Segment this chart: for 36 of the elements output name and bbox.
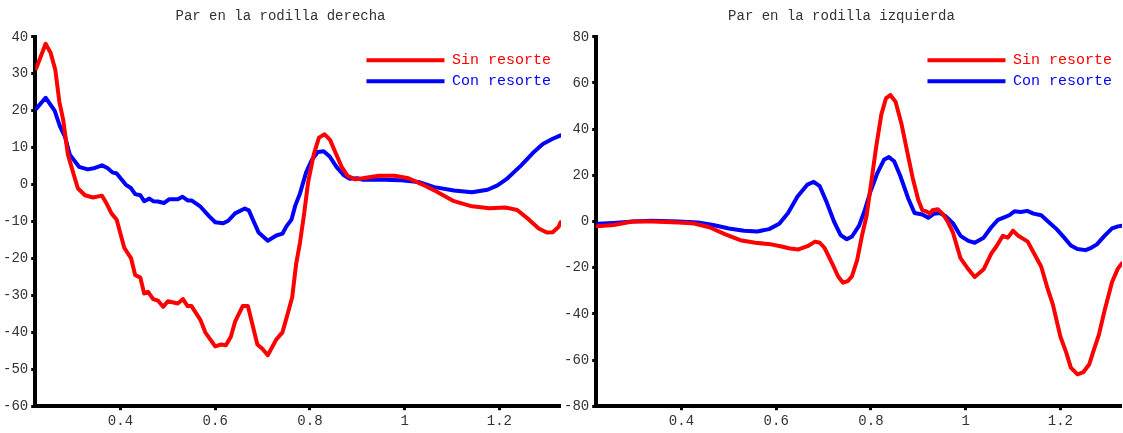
y-tick-label: -60 bbox=[563, 351, 590, 368]
text: Con resorte bbox=[1012, 73, 1113, 91]
y-tick-label: 0 bbox=[580, 213, 590, 230]
x-tick-label: 0.6 bbox=[763, 413, 789, 430]
y-tick-label: -60 bbox=[2, 397, 29, 414]
text: Con resorte bbox=[451, 73, 552, 91]
y-tick-label: 40 bbox=[572, 120, 590, 137]
x-tick-label: 0.8 bbox=[297, 413, 323, 430]
y-tick-label: 60 bbox=[572, 74, 590, 91]
y-tick-label: 20 bbox=[572, 167, 590, 184]
y-tick-label: -20 bbox=[563, 259, 590, 276]
text: Sin resorte bbox=[1012, 52, 1113, 70]
y-tick-label: 80 bbox=[572, 28, 590, 45]
x-tick-label: 0.4 bbox=[107, 413, 134, 430]
x-tick-label: 0.6 bbox=[202, 413, 228, 430]
chart-title: Par en la rodilla izquierda bbox=[728, 8, 955, 25]
y-tick-label: 20 bbox=[11, 102, 29, 119]
y-tick-label: -40 bbox=[2, 324, 29, 341]
x-tick-label: 1.2 bbox=[486, 413, 513, 430]
x-tick-label: 1.2 bbox=[1047, 413, 1074, 430]
x-tick-label: 1 bbox=[400, 413, 409, 430]
chart-title: Par en la rodilla derecha bbox=[175, 8, 386, 25]
y-tick-label: -10 bbox=[2, 213, 29, 230]
y-tick-label: -30 bbox=[2, 287, 29, 304]
y-tick-label: -50 bbox=[2, 360, 29, 377]
text: Sin resorte bbox=[451, 52, 552, 70]
y-tick-label: 40 bbox=[11, 28, 29, 45]
x-tick-label: 1 bbox=[961, 413, 970, 430]
y-tick-label: 10 bbox=[11, 139, 29, 156]
x-tick-label: 0.4 bbox=[668, 413, 695, 430]
y-tick-label: -80 bbox=[563, 397, 590, 414]
y-tick-label: -20 bbox=[2, 250, 29, 267]
y-tick-label: -40 bbox=[563, 305, 590, 322]
y-tick-label: 0 bbox=[19, 176, 29, 193]
y-tick-label: 30 bbox=[11, 65, 29, 82]
x-tick-label: 0.8 bbox=[858, 413, 884, 430]
